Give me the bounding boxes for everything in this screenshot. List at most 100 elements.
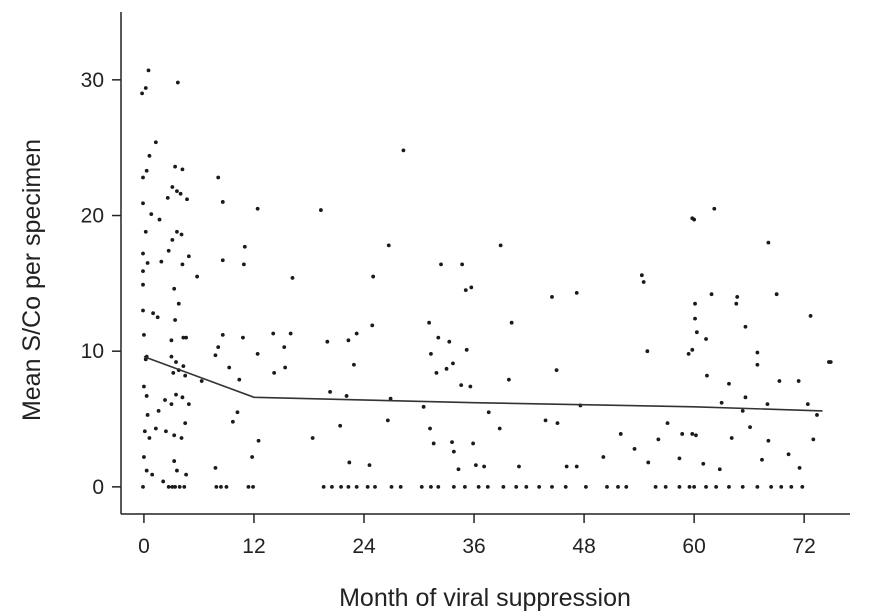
data-point [704, 484, 708, 489]
data-point [714, 484, 719, 489]
data-point [687, 484, 692, 489]
data-point [473, 463, 478, 468]
data-point [460, 262, 465, 267]
data-point [451, 361, 455, 366]
data-point [729, 436, 734, 440]
data-point [172, 459, 177, 463]
data-point [282, 345, 287, 350]
x-tick-label: 0 [138, 535, 150, 558]
data-point [142, 455, 146, 459]
data-point [765, 402, 770, 407]
data-point [181, 364, 186, 369]
data-point [325, 339, 330, 344]
data-point [485, 484, 490, 489]
ticks: 0 12 24 36 48 60 72 0 10 20 30 [81, 69, 816, 558]
data-point [786, 452, 791, 457]
data-point [310, 436, 315, 440]
data-point [227, 365, 232, 370]
data-point [290, 276, 295, 280]
data-point [618, 432, 623, 436]
data-point [171, 370, 176, 375]
data-point [141, 175, 145, 180]
data-point [338, 423, 343, 428]
data-point [766, 240, 771, 245]
data-point [169, 402, 174, 407]
data-point [173, 164, 178, 169]
x-tick-label: 36 [462, 535, 485, 558]
data-point [185, 197, 189, 202]
data-point [145, 261, 150, 265]
data-point [173, 318, 178, 322]
data-point [186, 254, 191, 259]
data-point [815, 413, 819, 417]
data-point [605, 484, 609, 489]
data-point [447, 339, 452, 344]
data-point [462, 484, 467, 489]
data-point [143, 229, 148, 234]
data-point [283, 365, 288, 370]
data-point [330, 484, 334, 489]
data-point [354, 484, 359, 489]
data-point [463, 288, 468, 293]
y-axis-title: Mean S/Co per specimen [18, 139, 46, 421]
data-point [476, 484, 481, 489]
data-point [665, 421, 670, 425]
data-point [632, 446, 637, 451]
data-point [694, 330, 699, 335]
x-tick-label: 48 [572, 535, 595, 558]
data-point [444, 366, 449, 371]
trend-line [143, 355, 823, 412]
data-point [656, 437, 661, 442]
data-point [686, 352, 691, 356]
data-points [140, 68, 833, 489]
data-point [431, 441, 436, 446]
data-point [680, 432, 685, 436]
data-point [743, 324, 748, 329]
data-point [574, 290, 579, 295]
data-point [216, 345, 221, 350]
data-point [149, 212, 154, 217]
data-point [143, 86, 148, 90]
data-point [174, 360, 178, 364]
data-point [755, 350, 760, 355]
data-point [419, 484, 424, 489]
data-point [172, 433, 177, 438]
x-tick-label: 60 [682, 535, 705, 558]
trend-line-group [143, 355, 823, 412]
data-point [177, 484, 182, 489]
data-point [486, 410, 491, 415]
data-point [180, 262, 185, 267]
data-point [677, 456, 682, 461]
data-point [371, 274, 376, 279]
data-point [574, 464, 579, 469]
data-point [704, 337, 708, 341]
data-point [497, 426, 502, 431]
y-tick-label: 30 [81, 69, 104, 92]
data-point [797, 465, 802, 470]
data-point [727, 484, 731, 489]
data-point [140, 91, 144, 96]
data-point [142, 429, 147, 434]
data-point [141, 308, 145, 313]
data-point [241, 335, 245, 340]
data-point [180, 395, 185, 400]
data-point [717, 467, 722, 472]
x-tick-label: 72 [792, 535, 815, 558]
data-point [213, 353, 218, 358]
data-point [214, 484, 219, 489]
data-point [172, 286, 177, 291]
data-point [434, 370, 439, 375]
data-point [175, 80, 180, 85]
data-point [145, 413, 150, 417]
data-point [178, 191, 183, 196]
data-point [165, 195, 170, 200]
data-point [563, 484, 568, 489]
y-tick-label: 10 [81, 340, 104, 363]
data-point [175, 189, 179, 193]
data-point [169, 354, 174, 359]
data-point [164, 429, 168, 434]
data-point [740, 408, 745, 413]
data-point [550, 295, 554, 299]
data-point [769, 484, 774, 489]
